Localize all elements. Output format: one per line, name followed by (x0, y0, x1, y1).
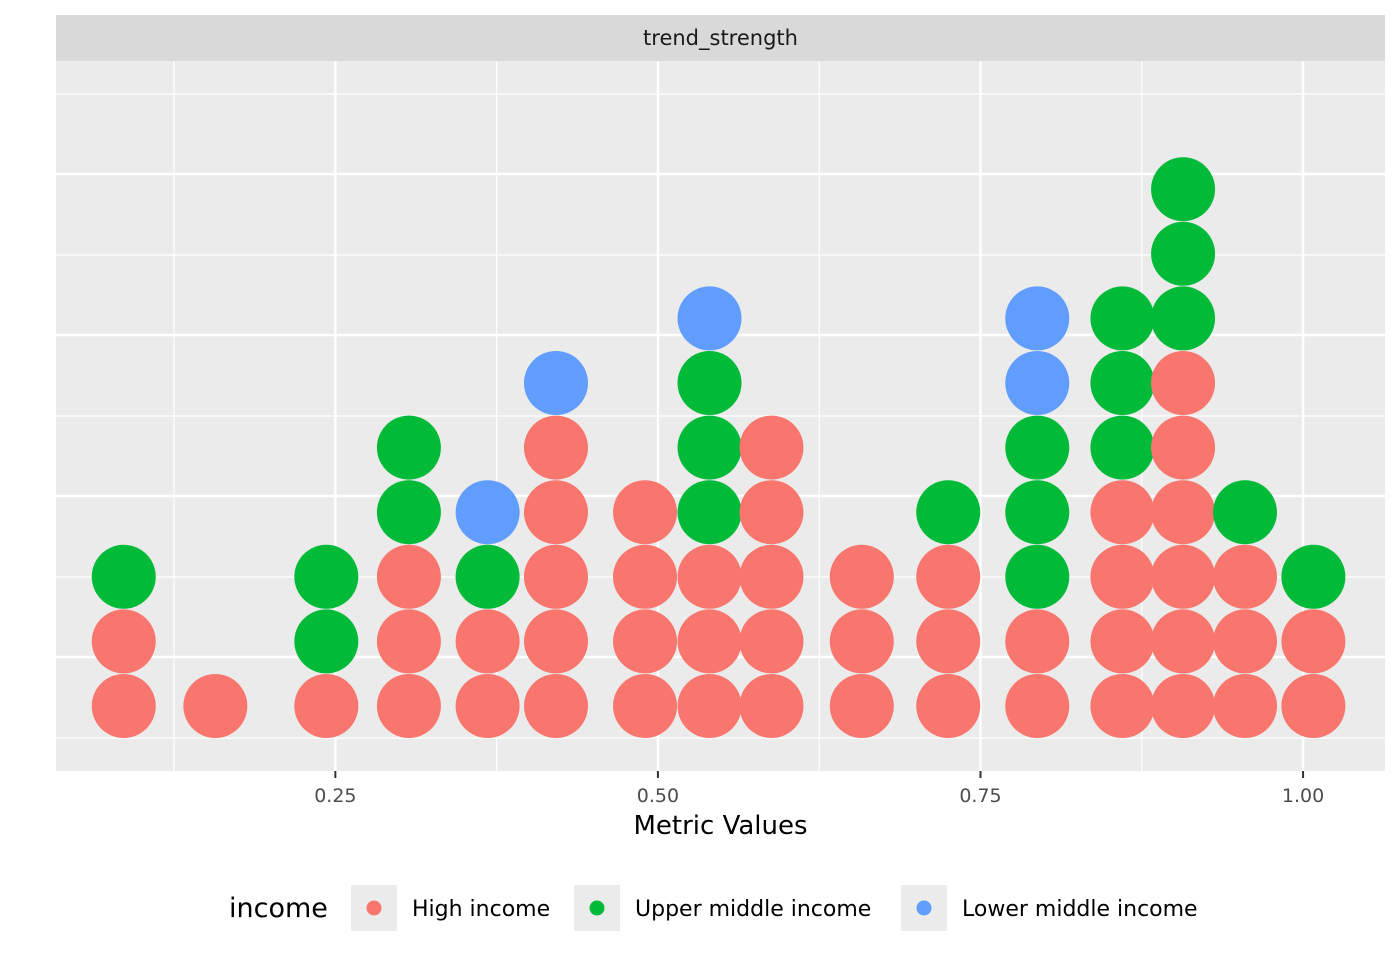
dot-high-income (613, 544, 678, 609)
facet-strip (56, 15, 1385, 61)
dot-upper-middle-income (916, 480, 981, 545)
dot-high-income (829, 609, 894, 674)
dot-upper-middle-income (1005, 544, 1070, 609)
dot-high-income (1151, 674, 1216, 738)
dot-high-income (376, 544, 441, 609)
dot-upper-middle-income (1151, 286, 1216, 351)
legend-label-upper-middle-income: Upper middle income (635, 897, 871, 922)
dot-high-income (1090, 480, 1155, 545)
x-tick-label: 0.50 (637, 785, 679, 807)
dot-lower-middle-income (523, 351, 588, 415)
dot-high-income (1213, 544, 1278, 609)
legend-dot-lower-middle-income (916, 900, 932, 916)
dot-lower-middle-income (1005, 286, 1070, 351)
dot-high-income (916, 544, 981, 609)
legend-title: income (229, 893, 328, 924)
dot-high-income (1213, 609, 1278, 674)
dot-high-income (523, 609, 588, 674)
dot-high-income (1090, 544, 1155, 609)
x-tick-label: 0.25 (314, 785, 356, 807)
dot-high-income (1151, 415, 1216, 480)
dot-high-income (1151, 609, 1216, 674)
dot-high-income (1005, 674, 1070, 738)
dot-upper-middle-income (455, 544, 520, 609)
dot-high-income (677, 609, 742, 674)
x-axis-title: Metric Values (633, 811, 807, 841)
dot-upper-middle-income (1151, 157, 1216, 222)
dot-lower-middle-income (455, 480, 520, 545)
dot-upper-middle-income (677, 480, 742, 545)
dot-lower-middle-income (1005, 351, 1070, 415)
dot-high-income (1151, 351, 1216, 415)
legend-dot-upper-middle-income (589, 900, 605, 916)
dot-marks (91, 157, 1346, 738)
x-tick-label: 1.00 (1282, 785, 1324, 807)
dot-high-income (613, 609, 678, 674)
dot-high-income (91, 674, 156, 738)
dot-upper-middle-income (91, 544, 156, 609)
dot-upper-middle-income (1090, 351, 1155, 415)
dot-high-income (829, 674, 894, 738)
dot-high-income (1151, 544, 1216, 609)
dot-high-income (376, 674, 441, 738)
legend: income High income Upper middle income Low… (229, 885, 1198, 931)
dot-high-income (739, 544, 804, 609)
dot-upper-middle-income (677, 415, 742, 480)
dot-high-income (91, 609, 156, 674)
dot-high-income (677, 674, 742, 738)
dot-high-income (294, 674, 359, 738)
dot-high-income (523, 415, 588, 480)
dot-upper-middle-income (1005, 480, 1070, 545)
dot-upper-middle-income (1213, 480, 1278, 545)
dot-high-income (523, 674, 588, 738)
legend-label-lower-middle-income: Lower middle income (962, 897, 1198, 922)
dot-high-income (739, 415, 804, 480)
dot-high-income (739, 674, 804, 738)
dot-high-income (1090, 674, 1155, 738)
dot-high-income (677, 544, 742, 609)
legend-dot-high-income (366, 900, 382, 916)
dot-upper-middle-income (1005, 415, 1070, 480)
dot-upper-middle-income (1151, 221, 1216, 286)
dot-upper-middle-income (1090, 286, 1155, 351)
dot-high-income (1005, 609, 1070, 674)
dot-high-income (183, 674, 248, 738)
dot-upper-middle-income (376, 415, 441, 480)
dot-upper-middle-income (294, 609, 359, 674)
dot-high-income (455, 609, 520, 674)
dot-high-income (829, 544, 894, 609)
legend-label-high-income: High income (412, 897, 550, 922)
dot-lower-middle-income (677, 286, 742, 351)
x-tick-label: 0.75 (959, 785, 1001, 807)
dot-upper-middle-income (294, 544, 359, 609)
dot-high-income (523, 544, 588, 609)
dot-upper-middle-income (376, 480, 441, 545)
dot-high-income (739, 609, 804, 674)
dot-upper-middle-income (1281, 544, 1346, 609)
x-axis-ticks: 0.25 0.50 0.75 1.00 (314, 771, 1324, 807)
dot-high-income (376, 609, 441, 674)
dot-high-income (1213, 674, 1278, 738)
dot-upper-middle-income (1090, 415, 1155, 480)
dot-high-income (1151, 480, 1216, 545)
dot-high-income (1281, 674, 1346, 738)
dot-high-income (1281, 609, 1346, 674)
dot-high-income (916, 609, 981, 674)
dot-high-income (739, 480, 804, 545)
dot-high-income (613, 480, 678, 545)
dot-high-income (523, 480, 588, 545)
dot-upper-middle-income (677, 351, 742, 415)
dot-high-income (916, 674, 981, 738)
facet-strip-label: trend_strength (643, 26, 798, 51)
dot-high-income (1090, 609, 1155, 674)
dot-high-income (613, 674, 678, 738)
dot-high-income (455, 674, 520, 738)
